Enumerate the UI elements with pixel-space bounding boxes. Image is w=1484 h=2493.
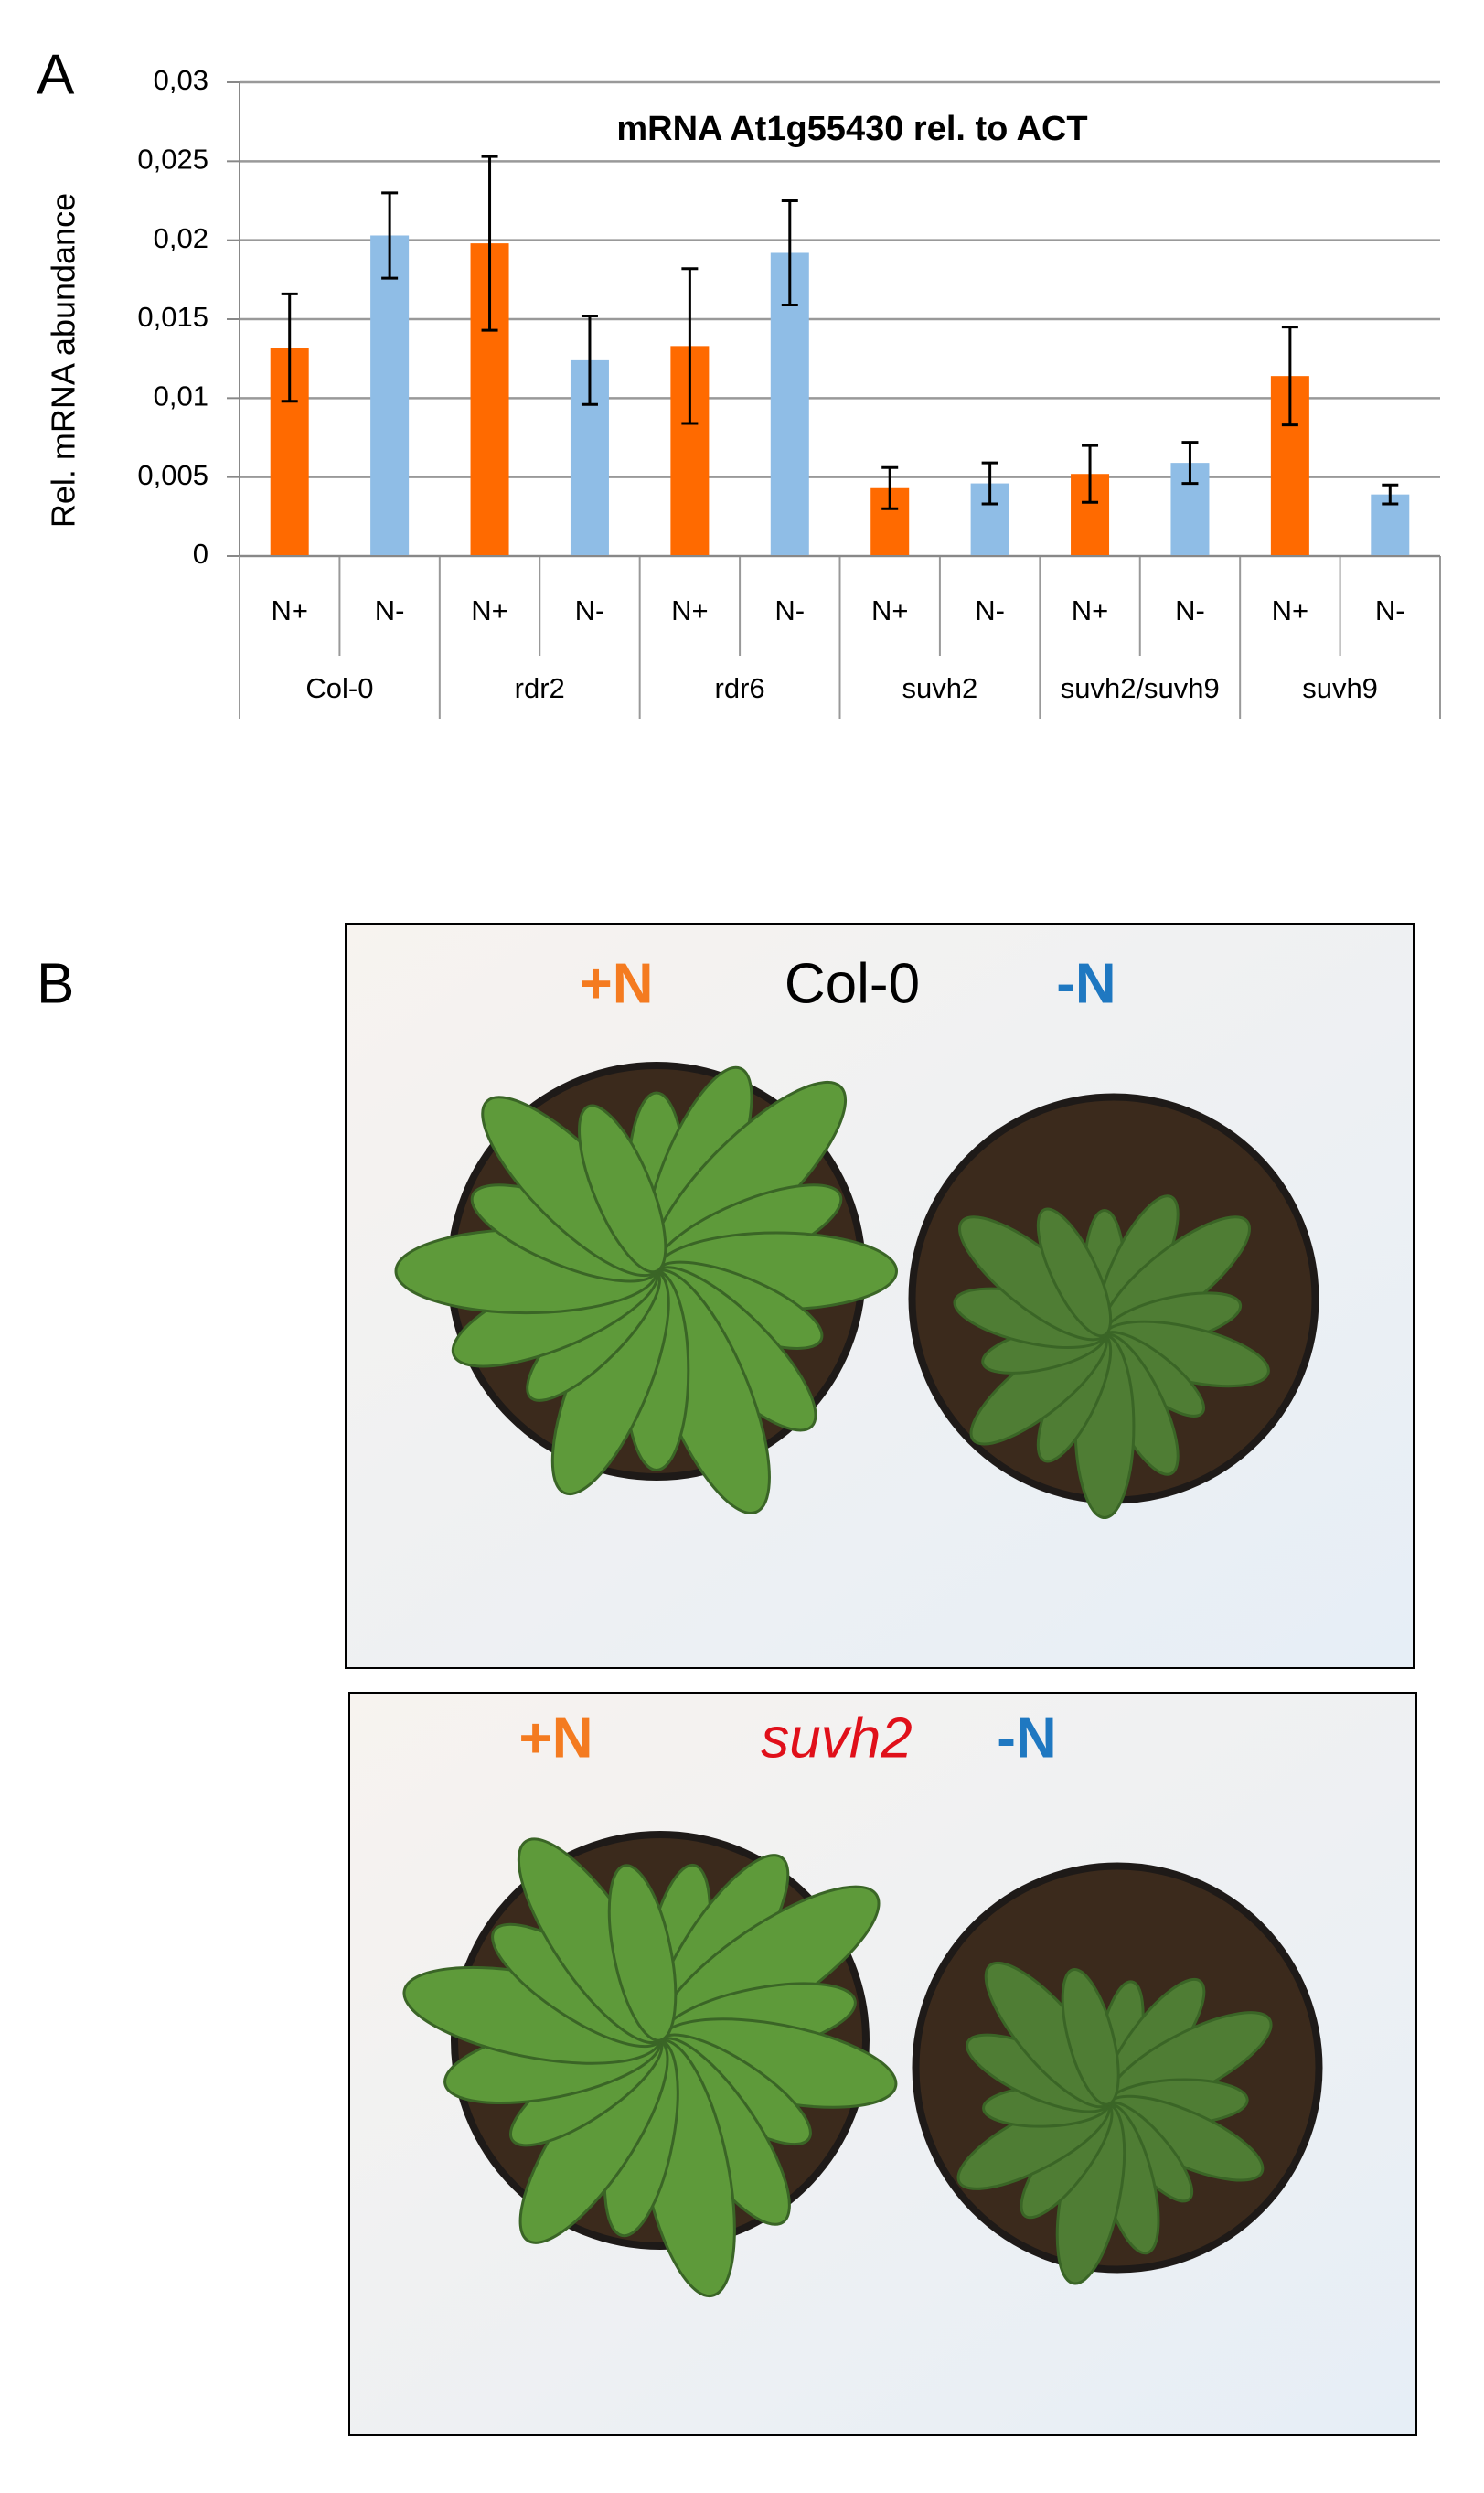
leaf — [607, 1864, 678, 2042]
group-label: Col-0 — [305, 672, 373, 704]
panel-label: B — [37, 952, 74, 1015]
photo-label: +N — [519, 1707, 593, 1770]
x-tick-label: N+ — [1272, 594, 1309, 626]
x-tick-label: N- — [575, 594, 605, 626]
leaf — [1036, 1207, 1113, 1338]
x-tick-label: N+ — [871, 594, 909, 626]
y-tick-label: 0,03 — [154, 64, 208, 96]
y-tick-label: 0 — [193, 538, 208, 570]
y-tick-label: 0,025 — [137, 144, 208, 176]
photo-label: -N — [1056, 952, 1116, 1015]
x-tick-label: N+ — [471, 594, 508, 626]
photo-title: Col-0 — [785, 952, 920, 1015]
x-tick-label: N+ — [1072, 594, 1109, 626]
x-tick-label: N- — [774, 594, 805, 626]
photo-label: -N — [997, 1707, 1056, 1770]
chart-title: mRNA At1g55430 rel. to ACT — [616, 110, 1087, 148]
x-tick-label: N- — [1375, 594, 1405, 626]
y-axis-label: Rel. mRNA abundance — [45, 193, 82, 528]
leaf — [1061, 1967, 1120, 2106]
group-label: rdr2 — [515, 672, 565, 704]
x-tick-label: N- — [975, 594, 1005, 626]
group-label: suvh9 — [1302, 672, 1378, 704]
group-label: suvh2 — [902, 672, 978, 704]
x-tick-label: N- — [1175, 594, 1205, 626]
bar — [370, 235, 410, 556]
group-label: rdr6 — [715, 672, 765, 704]
x-tick-label: N+ — [671, 594, 709, 626]
y-tick-label: 0,02 — [154, 222, 208, 254]
y-tick-label: 0,015 — [137, 301, 208, 333]
group-label: suvh2/suvh9 — [1061, 672, 1220, 704]
panel-label: A — [37, 43, 75, 106]
leaf — [578, 1104, 667, 1274]
y-tick-label: 0,005 — [137, 459, 208, 491]
x-tick-label: N- — [375, 594, 405, 626]
x-tick-label: N+ — [271, 594, 308, 626]
photo-title: suvh2 — [761, 1707, 912, 1770]
y-tick-label: 0,01 — [154, 380, 208, 412]
photo-label: +N — [580, 952, 654, 1015]
